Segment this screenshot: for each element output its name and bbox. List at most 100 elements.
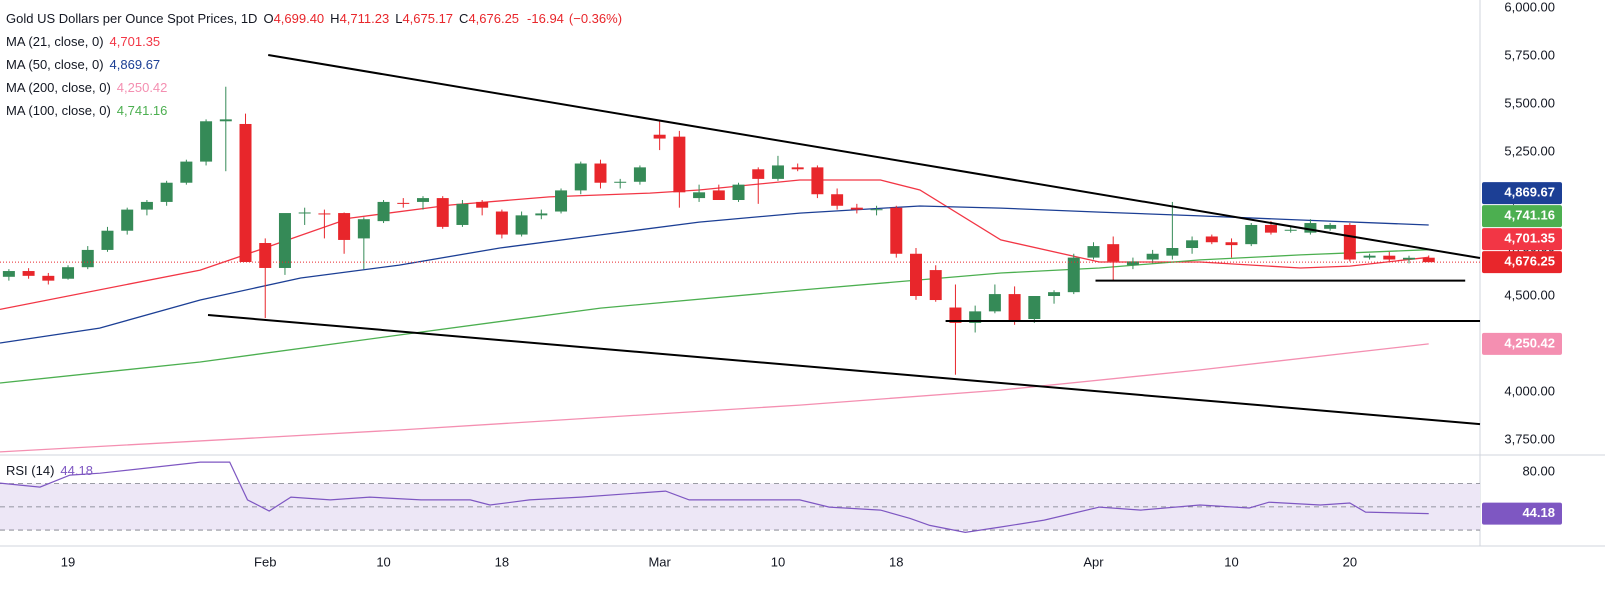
candle-body — [1304, 223, 1317, 233]
candle-body — [1048, 292, 1061, 297]
candle-body — [831, 194, 844, 206]
x-tick-label: 18 — [495, 554, 509, 569]
header: Gold US Dollars per Ounce Spot Prices, 1… — [6, 11, 622, 26]
price-tag — [1482, 228, 1562, 251]
ohlc-key: C — [459, 11, 468, 26]
y-tick-label: 5,500.00 — [1504, 95, 1555, 110]
x-tick-label: Feb — [254, 554, 276, 569]
price-tag-label: 4,869.67 — [1504, 185, 1555, 200]
trend-line — [268, 54, 1481, 259]
candle-body — [416, 198, 429, 202]
legend-value: 4,250.42 — [117, 80, 168, 95]
y-tick-label: 4,500.00 — [1504, 287, 1555, 302]
candle-body — [555, 190, 568, 212]
change: -16.94 — [527, 11, 564, 26]
candle-body — [1166, 248, 1179, 256]
candle-body — [1205, 236, 1218, 243]
candle-body — [949, 307, 962, 323]
candle-body — [1383, 255, 1396, 260]
legend-value: 4,741.16 — [117, 103, 168, 118]
legend-name: MA (21, close, 0) — [6, 34, 104, 49]
candle-body — [1225, 242, 1238, 246]
candle-body — [259, 243, 272, 268]
candle-body — [495, 211, 508, 235]
candle-body — [1146, 253, 1159, 260]
y-tick-label: 5,250.00 — [1504, 143, 1555, 158]
x-tick-label: 19 — [61, 554, 75, 569]
legend-name: MA (100, close, 0) — [6, 103, 111, 118]
candle-body — [673, 136, 686, 193]
candle-body — [1422, 257, 1435, 263]
candle-body — [791, 167, 804, 170]
moving-average — [0, 205, 1429, 344]
candle-body — [180, 161, 193, 183]
candle-body — [239, 123, 252, 263]
y-tick-label: 3,750.00 — [1504, 431, 1555, 446]
moving-average — [0, 179, 1429, 311]
candle-body — [752, 169, 765, 179]
candle-body — [278, 213, 291, 268]
candle-body — [693, 192, 706, 199]
rsi-line — [0, 461, 1429, 534]
legend-entry: MA (21, close, 0) 4,701.35 — [6, 34, 160, 49]
candle-body — [594, 163, 607, 183]
candle-body — [357, 219, 370, 239]
moving-average — [0, 343, 1429, 453]
rsi-legend-value: 44.18 — [60, 463, 93, 478]
ohlc-value: 4,676.25 — [468, 11, 519, 26]
candle-body — [219, 119, 232, 122]
candle-body — [988, 294, 1001, 312]
candle-body — [732, 184, 745, 201]
rsi-legend: RSI (14) 44.18 — [6, 463, 93, 478]
candle-body — [1324, 224, 1337, 229]
candle-body — [969, 311, 982, 323]
price-tag-label: 4,676.25 — [1504, 254, 1555, 269]
candle-body — [870, 209, 883, 211]
rsi-tag-label: 44.18 — [1522, 505, 1555, 520]
candle-body — [1087, 246, 1100, 258]
candle-body — [653, 134, 666, 139]
legend-entry: MA (50, close, 0) 4,869.67 — [6, 57, 160, 72]
candle-body — [811, 167, 824, 195]
candle-body — [633, 167, 646, 182]
candle-body — [1363, 255, 1376, 258]
candle-body — [1008, 294, 1021, 321]
candle-body — [1264, 224, 1277, 233]
price-tag — [1482, 205, 1562, 228]
candle-body — [298, 212, 311, 214]
candle-body — [515, 215, 528, 235]
ohlc-key: H — [330, 11, 339, 26]
candle-body — [476, 201, 489, 208]
candle-body — [1403, 257, 1416, 260]
candle-body — [1186, 240, 1199, 249]
candle-body — [574, 163, 587, 191]
rsi-tag — [1482, 502, 1562, 525]
candle-body — [1028, 296, 1041, 320]
y-tick-label: 5,750.00 — [1504, 47, 1555, 62]
y-tick-label: 4,000.00 — [1504, 383, 1555, 398]
candle-body — [101, 230, 114, 250]
candle-body — [771, 165, 784, 179]
ohlc-value: 4,711.23 — [340, 11, 390, 26]
candle-body — [160, 182, 173, 202]
candle-body — [42, 275, 55, 281]
candle-body — [2, 271, 15, 277]
candle-body — [890, 207, 903, 254]
x-tick-label: 10 — [771, 554, 785, 569]
ohlc-key: L — [395, 11, 402, 26]
candle-body — [318, 213, 331, 215]
price-tag-label: 4,741.16 — [1504, 208, 1555, 223]
legend-entry: MA (100, close, 0) 4,741.16 — [6, 103, 167, 118]
legend-value: 4,869.67 — [110, 57, 161, 72]
x-tick-label: 10 — [376, 554, 390, 569]
price-tag-label: 4,701.35 — [1504, 231, 1555, 246]
rsi-tick-label: 80.00 — [1522, 463, 1555, 478]
x-tick-label: Apr — [1083, 554, 1104, 569]
candle-body — [456, 203, 469, 225]
x-tick-label: 10 — [1224, 554, 1238, 569]
plot-area — [0, 54, 1481, 534]
ohlc-value: 4,675.17 — [402, 11, 453, 26]
candle-body — [200, 121, 213, 162]
legend-value: 4,701.35 — [110, 34, 161, 49]
